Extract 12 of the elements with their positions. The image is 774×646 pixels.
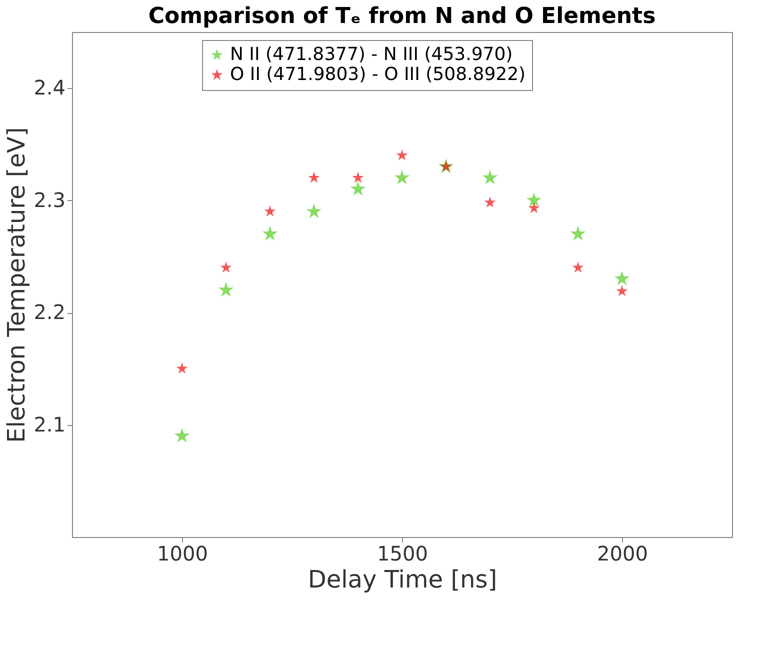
- x-axis-title: Delay Time [ns]: [308, 566, 498, 594]
- x-tick-label: 2000: [597, 542, 648, 566]
- y-tick-label: 2.3: [34, 188, 66, 212]
- x-tick-label: 1000: [157, 542, 208, 566]
- chart-title: Comparison of Tₑ from N and O Elements: [148, 4, 656, 29]
- x-tick-label: 1500: [377, 542, 428, 566]
- y-tick-label: 2.4: [34, 76, 66, 100]
- y-axis-title: Electron Temperature [eV]: [2, 127, 31, 443]
- y-tick-label: 2.2: [34, 300, 66, 324]
- legend-label: O II (471.9803) - O III (508.8922): [230, 64, 526, 85]
- y-tick-label: 2.1: [34, 412, 66, 436]
- legend-label: N II (471.8377) - N III (453.970): [230, 44, 513, 65]
